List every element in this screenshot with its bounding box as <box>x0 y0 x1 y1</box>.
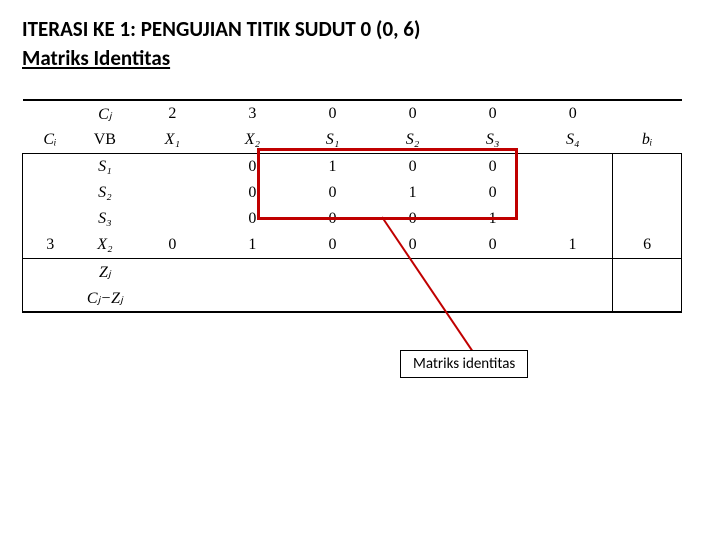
table-row: 3 X₂ 0 1 0 0 0 1 6 <box>23 232 682 259</box>
simplex-table: Cⱼ 2 3 0 0 0 0 Cᵢ VB X₁ X₂ S₁ S₂ S₃ S₄ b… <box>22 99 682 313</box>
cj-s2: 0 <box>373 100 453 127</box>
table-row: S₃ 0 0 0 1 <box>23 206 682 232</box>
col-s2: S₂ <box>373 127 453 154</box>
col-s4: S₄ <box>533 127 613 154</box>
vb-s1: S₁ <box>77 154 132 181</box>
col-bi: bᵢ <box>613 127 682 154</box>
zj-label: Zⱼ <box>77 259 132 286</box>
cj-s4: 0 <box>533 100 613 127</box>
col-x2: X₂ <box>212 127 292 154</box>
cj-s1: 0 <box>292 100 372 127</box>
cj-s3: 0 <box>453 100 533 127</box>
col-x1: X₁ <box>132 127 212 154</box>
table-row: Cⱼ−Zⱼ <box>23 285 682 312</box>
bi-x2: 6 <box>613 232 682 259</box>
col-s3: S₃ <box>453 127 533 154</box>
cj-x1: 2 <box>132 100 212 127</box>
table-row: Zⱼ <box>23 259 682 286</box>
vb-x2: X₂ <box>77 232 132 259</box>
vb-label: VB <box>77 127 132 154</box>
ci-x2: 3 <box>23 232 78 259</box>
ci-label: Cᵢ <box>23 127 78 154</box>
simplex-table-wrap: Cⱼ 2 3 0 0 0 0 Cᵢ VB X₁ X₂ S₁ S₂ S₃ S₄ b… <box>22 99 682 313</box>
table-row: S₂ 0 0 1 0 <box>23 180 682 206</box>
vb-s2: S₂ <box>77 180 132 206</box>
page-subtitle: Matriks Identitas <box>22 45 698 71</box>
vb-s3: S₃ <box>77 206 132 232</box>
callout-label: Matriks identitas <box>400 350 528 378</box>
col-s1: S₁ <box>292 127 372 154</box>
page-title: ITERASI KE 1: PENGUJIAN TITIK SUDUT 0 (0… <box>22 16 698 43</box>
cj-minus-zj-label: Cⱼ−Zⱼ <box>77 285 132 312</box>
table-row: S₁ 0 1 0 0 <box>23 154 682 181</box>
cj-label: Cⱼ <box>77 100 132 127</box>
cj-x2: 3 <box>212 100 292 127</box>
